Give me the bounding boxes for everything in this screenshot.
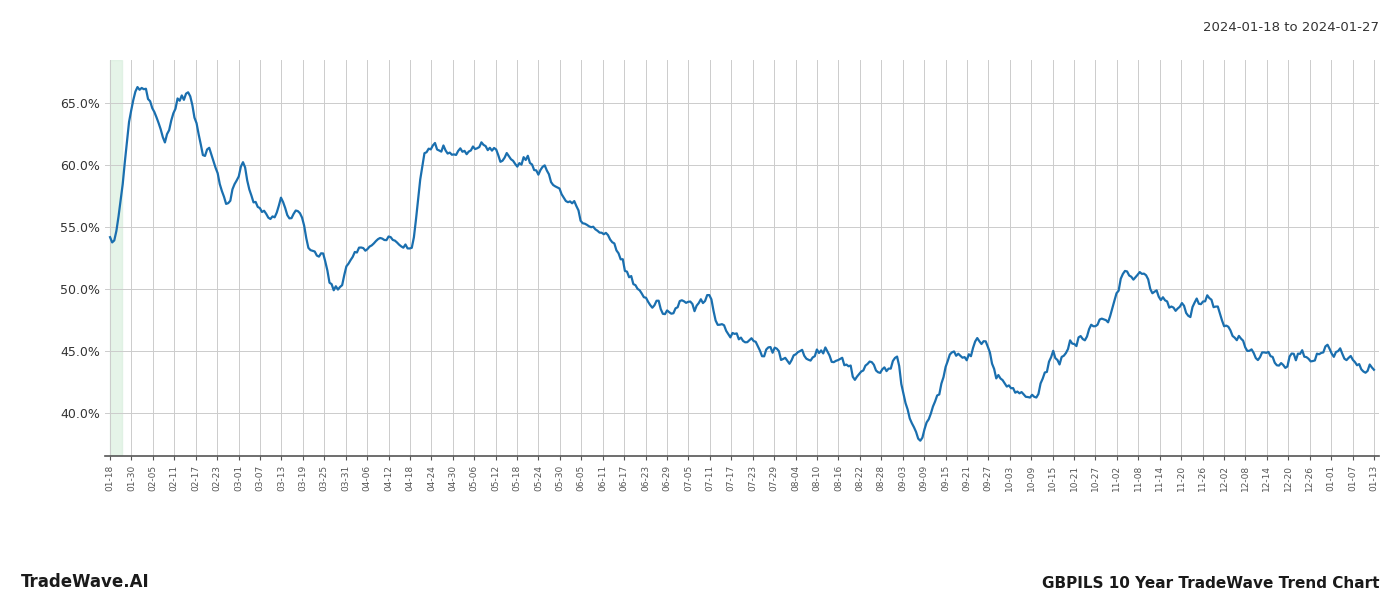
Text: GBPILS 10 Year TradeWave Trend Chart: GBPILS 10 Year TradeWave Trend Chart (1042, 576, 1379, 591)
Text: TradeWave.AI: TradeWave.AI (21, 573, 150, 591)
Bar (111, 60, 122, 456)
Text: 2024-01-18 to 2024-01-27: 2024-01-18 to 2024-01-27 (1203, 21, 1379, 34)
